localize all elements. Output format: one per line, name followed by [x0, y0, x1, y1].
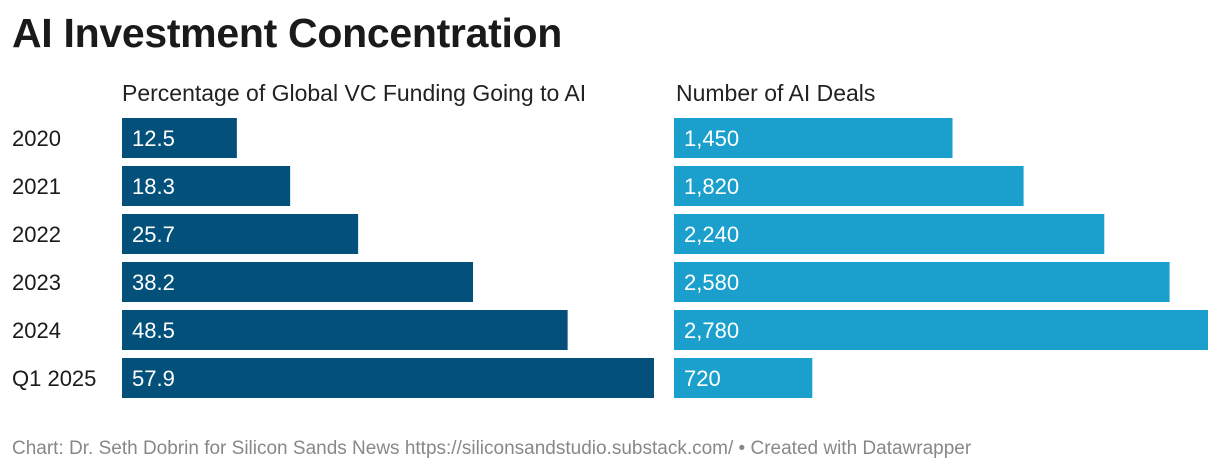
- right-bar: [674, 214, 1105, 254]
- right-bar-value-label: 1,820: [684, 174, 739, 199]
- right-bar: [674, 310, 1208, 350]
- left-bar-value-label: 12.5: [132, 126, 175, 151]
- left-bar-value-label: 57.9: [132, 366, 175, 391]
- left-bar: [122, 166, 291, 206]
- right-bar: [674, 262, 1170, 302]
- category-label: 2024: [12, 318, 61, 343]
- right-bar-value-label: 1,450: [684, 126, 739, 151]
- left-bar: [122, 214, 359, 254]
- right-bar-value-label: 2,580: [684, 270, 739, 295]
- right-bar-value-label: 2,240: [684, 222, 739, 247]
- left-series-title: Percentage of Global VC Funding Going to…: [122, 80, 587, 106]
- left-bar-value-label: 38.2: [132, 270, 175, 295]
- left-bar: [122, 310, 568, 350]
- right-bar: [674, 166, 1024, 206]
- left-bar: [122, 262, 473, 302]
- left-bar: [122, 358, 654, 398]
- category-label: 2020: [12, 126, 61, 151]
- left-bar: [122, 118, 237, 158]
- right-series-title: Number of AI Deals: [676, 80, 876, 106]
- right-bar: [674, 118, 953, 158]
- chart-title: AI Investment Concentration: [12, 10, 563, 56]
- category-label: 2021: [12, 174, 61, 199]
- left-bar-value-label: 25.7: [132, 222, 175, 247]
- category-label: 2023: [12, 270, 61, 295]
- category-label: 2022: [12, 222, 61, 247]
- right-bar-value-label: 720: [684, 366, 721, 391]
- right-bar: [674, 358, 813, 398]
- right-bar-value-label: 2,780: [684, 318, 739, 343]
- left-bar-value-label: 18.3: [132, 174, 175, 199]
- left-bar-value-label: 48.5: [132, 318, 175, 343]
- chart-footer-credit: Chart: Dr. Seth Dobrin for Silicon Sands…: [12, 438, 972, 459]
- category-label: Q1 2025: [12, 366, 96, 391]
